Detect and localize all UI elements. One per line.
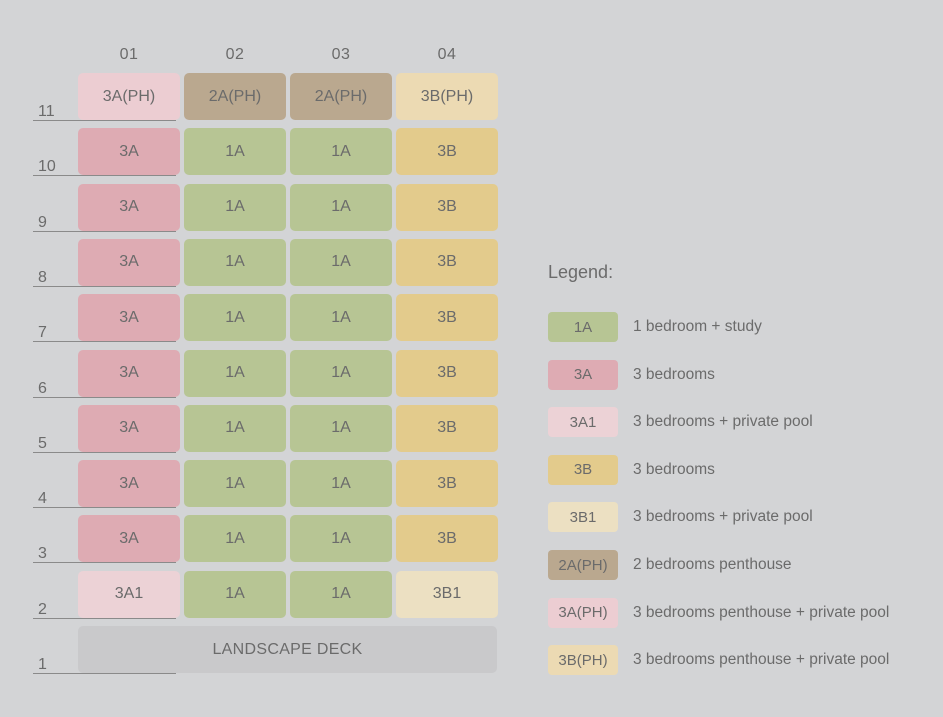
unit-cell: 1A [184, 238, 286, 286]
unit-cell: 1A [290, 294, 392, 342]
floor-label: 5 [38, 434, 47, 452]
unit-cell: 1A [290, 515, 392, 563]
floor-line [33, 451, 176, 453]
column-header: 03 [331, 46, 351, 63]
unit-cell: 3A [78, 128, 180, 176]
floor-label: 8 [38, 268, 47, 286]
floor-label: 6 [38, 379, 47, 397]
floor-label: 11 [38, 103, 55, 120]
floor-label: 1 [38, 656, 47, 673]
unit-cell: 3B [396, 349, 498, 397]
legend-description: 2 bedrooms penthouse [633, 556, 792, 573]
legend-swatch: 3B1 [548, 502, 618, 533]
legend-swatch: 3A [548, 359, 618, 390]
legend-description: 3 bedrooms [633, 460, 715, 478]
floor-line [33, 230, 176, 232]
legend-description: 3 bedrooms penthouse + private pool [633, 651, 890, 669]
unit-cell: 3B [396, 128, 498, 176]
unit-cell: 1A [184, 128, 286, 176]
legend-description: 3 bedrooms + private pool [633, 413, 813, 431]
legend-description: 3 bedrooms penthouse + private pool [633, 603, 890, 621]
floor-line [33, 673, 176, 674]
unit-cell: 1A [290, 128, 392, 176]
unit-cell: 3B1 [396, 570, 498, 618]
floor-line [33, 617, 176, 619]
floor-label: 10 [38, 158, 56, 176]
legend-swatch: 3B [548, 454, 618, 485]
unit-cell: 1A [184, 460, 286, 508]
landscape-deck: LANDSCAPE DECK [78, 626, 497, 673]
unit-cell: 1A [184, 183, 286, 231]
unit-cell: 3B [396, 404, 498, 452]
unit-cell: 3A [78, 460, 180, 508]
unit-cell: 3A [78, 294, 180, 342]
unit-cell: 3B [396, 460, 498, 508]
unit-cell: 3A [78, 238, 180, 286]
floor-label: 2 [38, 600, 47, 618]
floor-line [33, 175, 176, 177]
unit-cell: 1A [290, 349, 392, 397]
legend-title: Legend: [548, 262, 614, 282]
unit-cell: 3B [396, 294, 498, 342]
column-header: 04 [437, 46, 457, 63]
unit-cell: 3A [78, 183, 180, 231]
legend-description: 3 bedrooms [633, 365, 715, 383]
unit-cell: 3A(PH) [78, 73, 180, 120]
floor-line [33, 396, 176, 398]
unit-cell: 3B(PH) [396, 73, 498, 120]
unit-cell: 3B [396, 238, 498, 286]
unit-cell: 2A(PH) [184, 73, 286, 120]
unit-cell: 1A [184, 294, 286, 342]
floor-line [33, 562, 176, 564]
legend-description: 3 bedrooms + private pool [633, 508, 813, 526]
unit-cell: 1A [184, 404, 286, 452]
floor-line [33, 120, 176, 121]
legend-swatch: 1A [548, 312, 618, 342]
unit-cell: 3B [396, 183, 498, 231]
floor-label: 9 [38, 213, 47, 231]
unit-cell: 3A [78, 515, 180, 563]
floor-line [33, 507, 176, 509]
unit-cell: 3A1 [78, 570, 180, 618]
legend-swatch: 3A1 [548, 407, 618, 438]
legend-description: 1 bedroom + study [633, 318, 762, 335]
floor-line [33, 341, 176, 343]
unit-cell: 1A [290, 183, 392, 231]
floor-label: 4 [38, 490, 47, 508]
column-header: 01 [119, 46, 139, 63]
unit-cell: 1A [184, 570, 286, 618]
unit-cell: 1A [184, 515, 286, 563]
unit-cell: 3A [78, 349, 180, 397]
unit-cell: 2A(PH) [290, 73, 392, 120]
floor-label: 7 [38, 324, 47, 342]
floor-line [33, 285, 176, 287]
unit-cell: 1A [290, 404, 392, 452]
legend-swatch: 3B(PH) [548, 645, 618, 676]
unit-cell: 3B [396, 515, 498, 563]
unit-cell: 3A [78, 404, 180, 452]
unit-cell: 1A [290, 460, 392, 508]
unit-cell: 1A [290, 238, 392, 286]
legend-swatch: 3A(PH) [548, 597, 618, 628]
column-header: 02 [225, 46, 245, 63]
unit-cell: 1A [184, 349, 286, 397]
floor-label: 3 [38, 545, 47, 563]
unit-cell: 1A [290, 570, 392, 618]
legend-swatch: 2A(PH) [548, 550, 618, 580]
